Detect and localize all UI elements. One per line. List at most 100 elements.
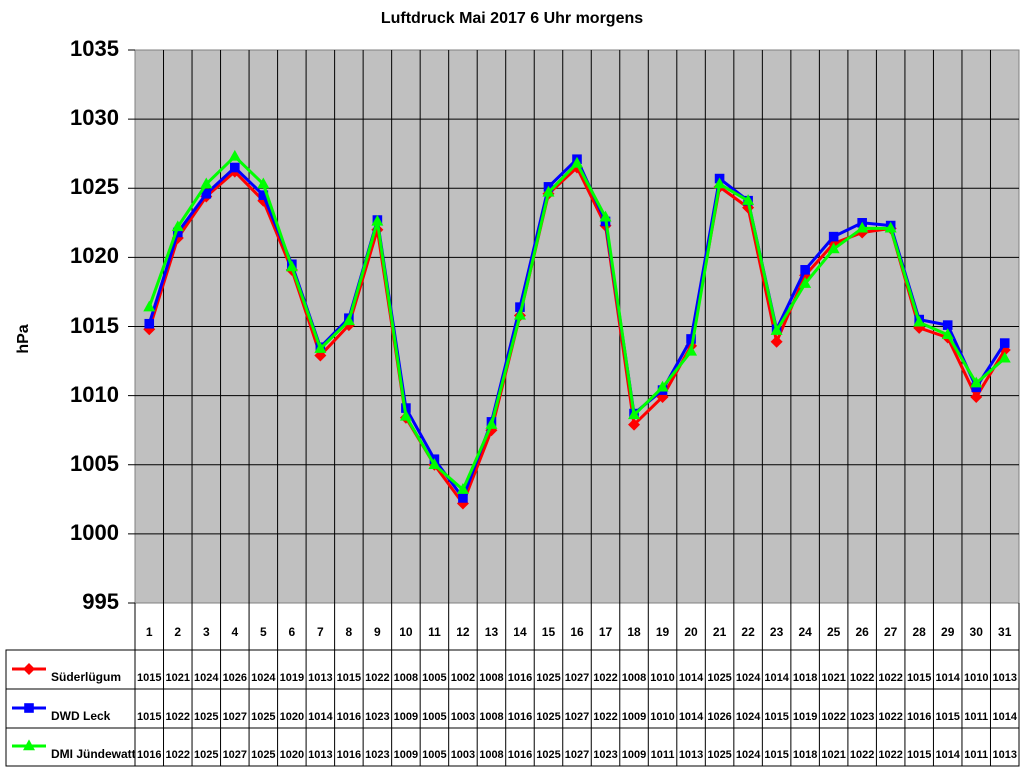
table-cell: 1022 — [166, 749, 190, 761]
table-header-day: 18 — [627, 625, 641, 639]
table-cell: 1003 — [451, 711, 475, 723]
table-header-day: 24 — [798, 625, 812, 639]
table-cell: 1010 — [650, 672, 674, 684]
table-header-day: 6 — [288, 625, 295, 639]
table-cell: 1024 — [736, 711, 761, 723]
table-header-day: 30 — [970, 625, 984, 639]
table-cell: 1022 — [878, 711, 902, 723]
table-header-day: 16 — [570, 625, 584, 639]
table-cell: 1025 — [707, 672, 731, 684]
table-cell: 1025 — [194, 711, 218, 723]
table-cell: 1025 — [251, 711, 275, 723]
table-cell: 1014 — [764, 672, 789, 684]
table-cell: 1009 — [394, 711, 418, 723]
table-cell: 1013 — [992, 672, 1016, 684]
table-cell: 1013 — [679, 749, 703, 761]
table-header-day: 12 — [456, 625, 470, 639]
table-header-day: 17 — [599, 625, 613, 639]
table-header-day: 28 — [913, 625, 927, 639]
table-cell: 1014 — [679, 711, 704, 723]
table-cell: 1021 — [166, 672, 190, 684]
table-cell: 1022 — [365, 672, 389, 684]
table-cell: 1008 — [622, 672, 646, 684]
table-cell: 1022 — [850, 749, 874, 761]
table-cell: 1008 — [479, 749, 503, 761]
chart-title: Luftdruck Mai 2017 6 Uhr morgens — [380, 10, 644, 27]
table-cell: 1015 — [764, 749, 788, 761]
table-cell: 1011 — [964, 711, 988, 723]
table-cell: 1016 — [137, 749, 161, 761]
y-tick-label: 1010 — [70, 381, 119, 407]
table-cell: 1008 — [479, 672, 503, 684]
table-cell: 1008 — [479, 711, 503, 723]
legend-label: Süderlügum — [51, 670, 121, 684]
y-tick-label: 1020 — [70, 243, 119, 269]
table-cell: 1010 — [650, 711, 674, 723]
table-cell: 1026 — [223, 672, 247, 684]
table-cell: 1027 — [565, 749, 589, 761]
table-cell: 1027 — [565, 711, 589, 723]
table-cell: 1016 — [508, 711, 532, 723]
table-cell: 1023 — [850, 711, 874, 723]
table-header-day: 20 — [684, 625, 698, 639]
data-table: 1 2 3 4 5 6 7 8 9 10 11 12 13 14 15 16 17 18 19 20 21 22 23 24 2… — [5, 603, 1020, 767]
table-cell: 1025 — [536, 749, 560, 761]
series-layer — [143, 149, 1011, 510]
table-cell: 1027 — [565, 672, 589, 684]
table-cell: 1022 — [878, 749, 902, 761]
table-cell: 1023 — [593, 749, 617, 761]
table-cell: 1014 — [992, 711, 1017, 723]
table-cell: 1022 — [166, 711, 190, 723]
table-cell: 1019 — [793, 711, 817, 723]
table-cell: 1014 — [935, 672, 960, 684]
table-header-day: 26 — [855, 625, 869, 639]
table-cell: 1024 — [736, 672, 761, 684]
series-dmi-j-ndewatt — [143, 149, 1011, 494]
table-cell: 1015 — [907, 672, 931, 684]
table-cell: 1015 — [935, 711, 959, 723]
table-cell: 1027 — [223, 711, 247, 723]
table-cell: 1008 — [394, 672, 418, 684]
table-cell: 1027 — [223, 749, 247, 761]
y-tick-label: 1005 — [70, 450, 119, 476]
table-header-day: 5 — [260, 625, 267, 639]
table-cell: 1015 — [137, 672, 161, 684]
table-cell: 1022 — [878, 672, 902, 684]
table-cell: 1003 — [451, 749, 475, 761]
table-cell: 1025 — [194, 749, 218, 761]
table-cell: 1016 — [907, 711, 931, 723]
table-cell: 1021 — [821, 749, 845, 761]
y-tick-label: 1015 — [70, 312, 119, 338]
table-header-day: 22 — [741, 625, 755, 639]
table-header-day: 10 — [399, 625, 413, 639]
table-cell: 1005 — [422, 711, 446, 723]
table-cell: 1023 — [365, 749, 389, 761]
table-cell: 1022 — [593, 672, 617, 684]
table-cell: 1016 — [508, 672, 532, 684]
gridlines — [128, 49, 1019, 604]
y-tick-label: 1000 — [70, 519, 119, 545]
y-tick-label: 995 — [82, 589, 119, 614]
table-header-day: 19 — [656, 625, 670, 639]
legend-entry: DMI Jündewatt — [12, 739, 136, 761]
table-header-day: 23 — [770, 625, 784, 639]
table-header-day: 4 — [231, 625, 238, 639]
table-cell: 1005 — [422, 672, 446, 684]
table-cell: 1014 — [308, 711, 333, 723]
table-cell: 1025 — [251, 749, 275, 761]
table-cell: 1025 — [536, 672, 560, 684]
table-header-day: 3 — [203, 625, 210, 639]
table-cell: 1024 — [251, 672, 276, 684]
table-header-day: 29 — [941, 625, 955, 639]
table-cell: 1025 — [707, 749, 731, 761]
table-cell: 1014 — [935, 749, 960, 761]
table-cell: 1018 — [793, 672, 817, 684]
table-cell: 1024 — [736, 749, 761, 761]
table-cell: 1018 — [793, 749, 817, 761]
table-cell: 1002 — [451, 672, 475, 684]
table-cell: 1015 — [337, 672, 361, 684]
table-header-day: 1 — [146, 625, 153, 639]
table-cell: 1022 — [593, 711, 617, 723]
table-cell: 1026 — [707, 711, 731, 723]
